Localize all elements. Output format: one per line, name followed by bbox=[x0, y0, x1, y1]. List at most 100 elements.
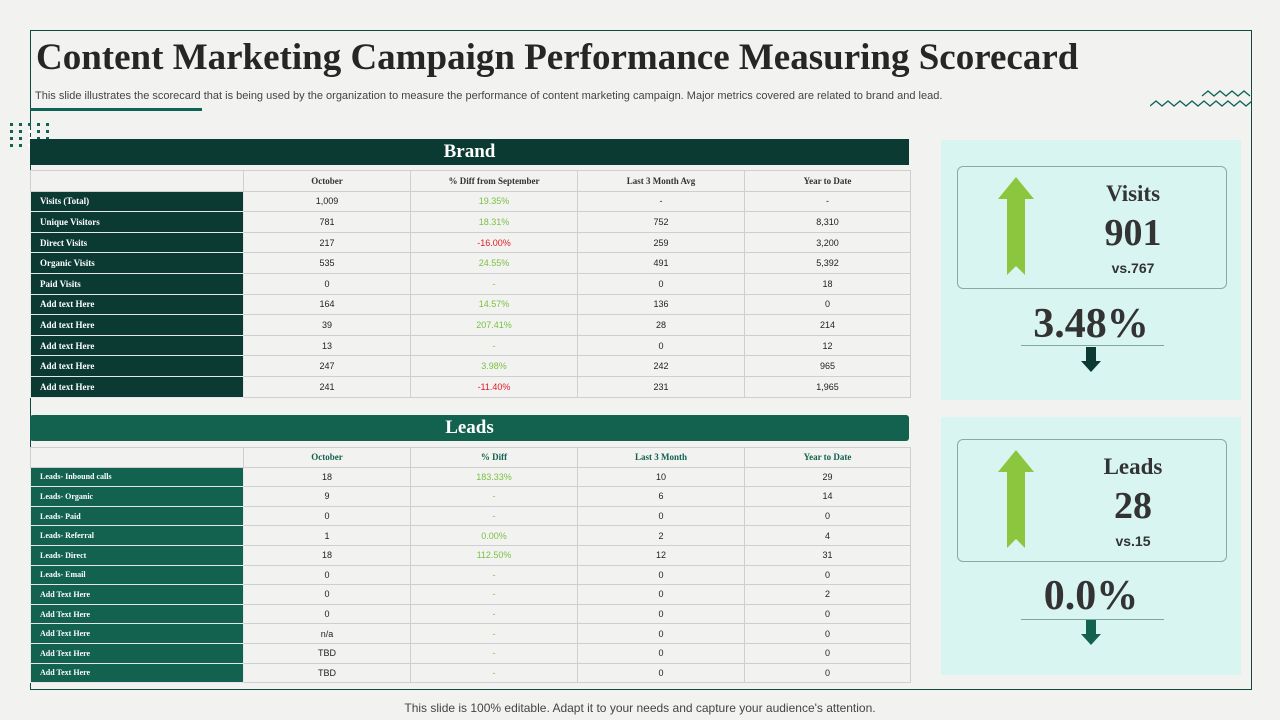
column-header: Year to Date bbox=[744, 170, 911, 192]
diff-cell: 183.33% bbox=[410, 466, 578, 488]
table-row: Leads- Organic 9-6 14 bbox=[30, 486, 911, 507]
october-cell: 9 bbox=[243, 486, 411, 507]
page-subtitle: This slide illustrates the scorecard tha… bbox=[35, 90, 943, 102]
year-to-date-cell: 0 bbox=[744, 662, 911, 684]
visits-kpi-box: Visits 901 vs.767 bbox=[957, 166, 1227, 289]
october-cell: 241 bbox=[243, 375, 411, 398]
diff-cell: - bbox=[410, 272, 578, 295]
october-cell: 0 bbox=[243, 603, 411, 625]
october-cell: 18 bbox=[243, 544, 411, 566]
year-to-date-cell: 29 bbox=[744, 466, 911, 488]
table-row: Add Text Here n/a -0 0 bbox=[30, 623, 911, 644]
last-3-month-cell: 231 bbox=[577, 375, 745, 398]
diff-cell: 112.50% bbox=[410, 544, 578, 566]
year-to-date-cell: 2 bbox=[744, 584, 911, 605]
year-to-date-cell: 965 bbox=[744, 355, 911, 377]
last-3-month-cell: 259 bbox=[577, 231, 745, 254]
october-cell: TBD bbox=[243, 662, 411, 684]
row-label: Leads- Email bbox=[30, 564, 244, 586]
october-cell: 781 bbox=[243, 211, 411, 233]
last-3-month-cell: 491 bbox=[577, 252, 745, 274]
year-to-date-cell: 3,200 bbox=[744, 231, 911, 254]
leads-kpi-card: Leads 28 vs.15 0.0% bbox=[941, 417, 1241, 675]
row-label: Organic Visits bbox=[30, 252, 244, 274]
october-cell: 0 bbox=[243, 564, 411, 586]
diff-cell: 14.57% bbox=[410, 293, 578, 316]
up-arrow-icon bbox=[998, 450, 1034, 548]
row-label: Add text Here bbox=[30, 334, 244, 357]
row-label: Leads- Organic bbox=[30, 486, 244, 507]
last-3-month-cell: 0 bbox=[577, 564, 745, 586]
diff-cell: 0.00% bbox=[410, 525, 578, 546]
leads-change: 0.0% bbox=[1043, 573, 1139, 619]
october-cell: 0 bbox=[243, 272, 411, 295]
table-row: Leads- Email 0-0 0 bbox=[30, 564, 911, 586]
visits-kpi-card: Visits 901 vs.767 3.48% bbox=[941, 140, 1241, 400]
diff-cell: 24.55% bbox=[410, 252, 578, 274]
down-arrow-icon bbox=[1081, 620, 1101, 645]
october-cell: 217 bbox=[243, 231, 411, 254]
diff-cell: - bbox=[410, 486, 578, 507]
last-3-month-cell: 12 bbox=[577, 544, 745, 566]
last-3-month-cell: - bbox=[577, 190, 745, 213]
year-to-date-cell: 0 bbox=[744, 642, 911, 664]
row-label: Add Text Here bbox=[30, 584, 244, 605]
diff-cell: 207.41% bbox=[410, 314, 578, 336]
table-row: Leads- Referral 1 0.00% 2 4 bbox=[30, 525, 911, 546]
column-header: Last 3 Month Avg bbox=[577, 170, 745, 192]
leads-change-rule bbox=[1021, 619, 1164, 620]
table-row: Add text Here 164 14.57% 136 0 bbox=[30, 293, 911, 316]
table-row: Add text Here 247 3.98% 242 965 bbox=[30, 355, 911, 377]
year-to-date-cell: 0 bbox=[744, 505, 911, 527]
leads-comparison: vs.15 bbox=[1115, 533, 1151, 549]
table-row: Paid Visits 0-0 18 bbox=[30, 272, 911, 295]
row-label: Add Text Here bbox=[30, 623, 244, 644]
october-cell: TBD bbox=[243, 642, 411, 664]
column-header: Year to Date bbox=[744, 447, 911, 468]
row-label: Leads- Paid bbox=[30, 505, 244, 527]
last-3-month-cell: 0 bbox=[577, 603, 745, 625]
visits-change-rule bbox=[1021, 345, 1164, 346]
table-row: Add Text Here TBD -0 0 bbox=[30, 642, 911, 664]
table-row: Add Text Here TBD -0 0 bbox=[30, 662, 911, 684]
row-label: Add Text Here bbox=[30, 603, 244, 625]
year-to-date-cell: 18 bbox=[744, 272, 911, 295]
footer-note: This slide is 100% editable. Adapt it to… bbox=[404, 701, 876, 715]
year-to-date-cell: 14 bbox=[744, 486, 911, 507]
table-row: Leads- Inbound calls 18 183.33% 10 29 bbox=[30, 466, 911, 488]
row-label: Leads- Direct bbox=[30, 544, 244, 566]
row-label: Add Text Here bbox=[30, 662, 244, 684]
table-row: Add Text Here 0-0 0 bbox=[30, 603, 911, 625]
visits-label: Visits bbox=[1105, 181, 1161, 206]
leads-table: October % Diff Last 3 Month Year to Date… bbox=[30, 447, 911, 684]
row-label: Leads- Inbound calls bbox=[30, 466, 244, 488]
year-to-date-cell: 31 bbox=[744, 544, 911, 566]
row-label: Paid Visits bbox=[30, 272, 244, 295]
visits-change: 3.48% bbox=[1033, 301, 1149, 347]
header-corner bbox=[30, 447, 244, 468]
last-3-month-cell: 242 bbox=[577, 355, 745, 377]
row-label: Add Text Here bbox=[30, 642, 244, 664]
october-cell: 535 bbox=[243, 252, 411, 274]
last-3-month-cell: 0 bbox=[577, 334, 745, 357]
diff-cell: - bbox=[410, 334, 578, 357]
last-3-month-cell: 0 bbox=[577, 272, 745, 295]
last-3-month-cell: 0 bbox=[577, 623, 745, 644]
table-row: Add text Here 241 -11.40% 231 1,965 bbox=[30, 375, 911, 398]
last-3-month-cell: 6 bbox=[577, 486, 745, 507]
year-to-date-cell: - bbox=[744, 190, 911, 213]
row-label: Leads- Referral bbox=[30, 525, 244, 546]
year-to-date-cell: 214 bbox=[744, 314, 911, 336]
october-cell: 247 bbox=[243, 355, 411, 377]
row-label: Add text Here bbox=[30, 375, 244, 398]
diff-cell: 19.35% bbox=[410, 190, 578, 213]
last-3-month-cell: 136 bbox=[577, 293, 745, 316]
year-to-date-cell: 8,310 bbox=[744, 211, 911, 233]
year-to-date-cell: 0 bbox=[744, 603, 911, 625]
diff-cell: - bbox=[410, 603, 578, 625]
year-to-date-cell: 0 bbox=[744, 623, 911, 644]
table-row: Visits (Total) 1,009 19.35% - - bbox=[30, 190, 911, 213]
title-underline bbox=[30, 108, 202, 111]
table-row: Add Text Here 0-0 2 bbox=[30, 584, 911, 605]
brand-table: October % Diff from September Last 3 Mon… bbox=[30, 170, 911, 398]
